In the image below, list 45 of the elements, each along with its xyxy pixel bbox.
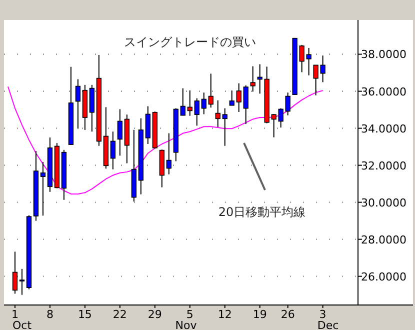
candlestick <box>208 73 214 108</box>
x-tick-label: 5 <box>186 308 194 321</box>
text: Dec <box>317 319 339 330</box>
candlestick <box>180 88 186 116</box>
x-tick-label: 1 <box>11 308 18 321</box>
candlestick <box>271 114 276 138</box>
candlestick <box>12 251 18 294</box>
candlestick <box>187 90 192 116</box>
y-tick-label: 30.0000 <box>361 196 406 210</box>
annotation: 20日移動平均線 <box>218 205 306 219</box>
candlestick <box>250 66 256 92</box>
candlestick <box>19 268 25 296</box>
x-tick-label: 3 <box>319 308 326 321</box>
x-tick-label: 22 <box>112 308 127 321</box>
candlestick <box>215 100 220 128</box>
text: Nov <box>175 319 198 330</box>
candlestick <box>236 82 242 112</box>
x-tick-label: 29 <box>148 308 162 321</box>
y-tick-label: 38.0000 <box>361 48 406 62</box>
x-tick-label: 12 <box>218 308 232 321</box>
candlestick <box>194 98 200 126</box>
candlestick <box>166 132 172 175</box>
y-tick-label: 28.0000 <box>361 233 406 246</box>
x-tick-label: 8 <box>46 308 54 321</box>
candlestick <box>243 84 248 125</box>
candlestick <box>278 108 284 128</box>
candlestick <box>285 92 290 116</box>
candlestick <box>222 108 228 146</box>
candlestick <box>117 108 122 156</box>
text: Oct <box>12 319 32 330</box>
line-series <box>7 86 324 194</box>
x-tick-label: 19 <box>252 308 267 321</box>
y-tick-label: 34.0000 <box>361 122 406 136</box>
candlestick <box>201 92 206 115</box>
x-tick-label: 15 <box>78 308 92 321</box>
x-tick-label: 26 <box>280 308 295 321</box>
candlestick <box>110 131 116 170</box>
annotation: スイングトレードの買い <box>124 35 256 49</box>
y-tick-label: 36.0000 <box>361 85 406 98</box>
y-tick-label: 26.0000 <box>361 270 406 284</box>
y-tick-label: 32.0000 <box>361 159 406 172</box>
candlestick <box>75 78 81 130</box>
candlestick <box>229 90 234 106</box>
candlestick <box>145 106 150 144</box>
candlestick <box>40 161 46 216</box>
